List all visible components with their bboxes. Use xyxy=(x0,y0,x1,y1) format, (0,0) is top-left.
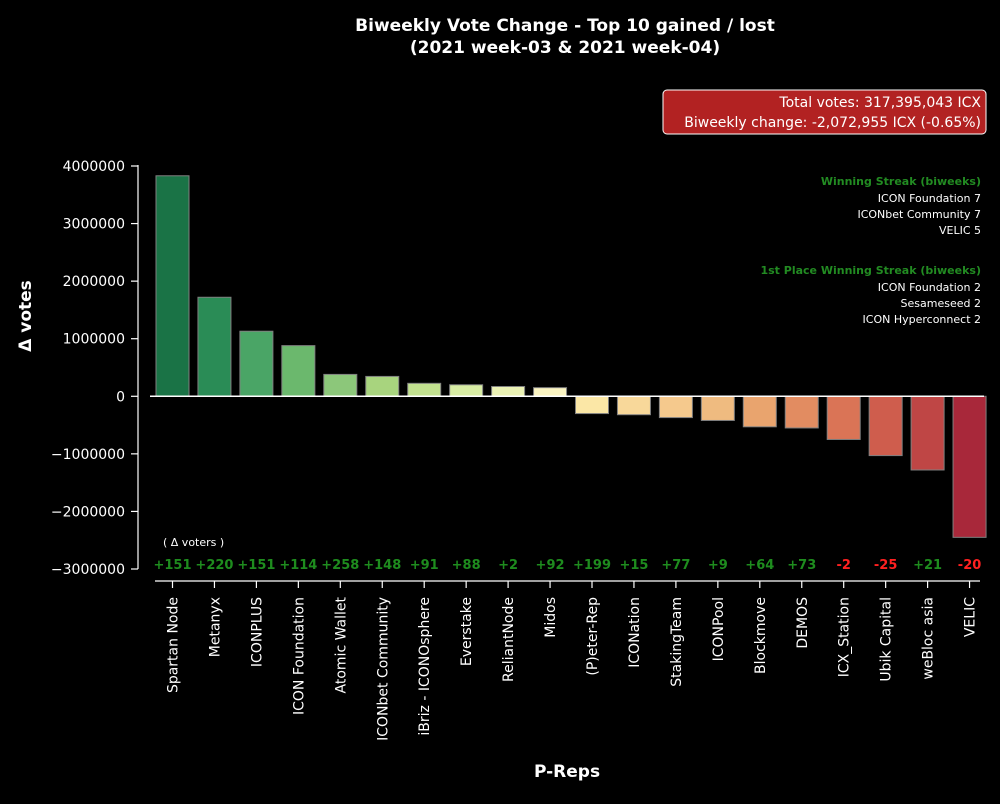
chart-title-line2: (2021 week-03 & 2021 week-04) xyxy=(410,38,720,58)
x-tick-label: Spartan Node xyxy=(166,597,182,693)
bar xyxy=(323,373,358,397)
bar xyxy=(239,330,274,397)
bars xyxy=(155,175,987,538)
bar xyxy=(952,395,987,538)
bar xyxy=(784,395,819,429)
x-tick-label: StakingTeam xyxy=(669,597,685,687)
voter-change-label: +15 xyxy=(619,558,648,573)
winning-streak-entry: ICON Foundation 7 xyxy=(878,192,981,205)
bar xyxy=(868,395,903,457)
voter-change-label: +114 xyxy=(279,558,317,573)
total-votes-box xyxy=(662,89,987,135)
bar xyxy=(407,382,442,397)
bar xyxy=(616,395,651,416)
bar xyxy=(533,387,568,397)
voter-change-label: -20 xyxy=(958,558,982,573)
voter-change-label: +151 xyxy=(153,558,191,573)
x-tick-label: ICONPLUS xyxy=(249,597,265,667)
first-place-streak-entry: ICON Hyperconnect 2 xyxy=(863,313,981,326)
voter-change-label: +148 xyxy=(363,558,401,573)
y-axis-label: Δ votes xyxy=(16,280,36,352)
voter-change-label: +88 xyxy=(452,558,481,573)
winning-streak-entry: VELIC 5 xyxy=(939,224,981,237)
y-tick-label: 4000000 xyxy=(63,159,125,175)
x-tick-label: VELIC xyxy=(963,597,979,637)
voter-change-label: +73 xyxy=(787,558,816,573)
bar xyxy=(700,395,735,421)
x-tick-label: Blockmove xyxy=(753,597,769,674)
y-tick-label: 1000000 xyxy=(63,332,125,348)
x-tick-label: Metanyx xyxy=(207,597,223,657)
voter-change-label: +9 xyxy=(708,558,728,573)
y-tick-label: −2000000 xyxy=(51,504,125,520)
voter-change-label: -2 xyxy=(836,558,850,573)
winning-streak-entry: ICONbet Community 7 xyxy=(857,208,981,221)
x-tick-label: ICONation xyxy=(627,597,643,668)
voter-change-label: +92 xyxy=(536,558,565,573)
voter-change-label: +77 xyxy=(661,558,690,573)
bar xyxy=(197,296,232,397)
voter-change-label: +91 xyxy=(410,558,439,573)
x-tick-label: Ubik Capital xyxy=(879,597,895,682)
y-tick-label: 3000000 xyxy=(63,217,125,233)
voter-change-label: -25 xyxy=(874,558,898,573)
bar xyxy=(658,395,693,419)
bar xyxy=(365,375,400,397)
voters-caption: ( Δ voters ) xyxy=(163,536,224,549)
bar xyxy=(826,395,861,440)
bar xyxy=(491,385,526,397)
total-votes-text: Total votes: 317,395,043 ICX xyxy=(778,95,981,111)
voter-change-label: +220 xyxy=(195,558,233,573)
bar xyxy=(910,395,945,471)
x-tick-label: weBloc asia xyxy=(921,597,937,680)
voter-labels: +151 +220 +151 +114 +258 +148 +91 +88 +2 +92 +199 +… xyxy=(153,558,981,573)
x-tick-label: Everstake xyxy=(459,597,475,666)
y-tick-label: 0 xyxy=(116,389,125,405)
bar xyxy=(449,384,484,397)
voter-change-label: +21 xyxy=(913,558,942,573)
biweekly-change-text: Biweekly change: -2,072,955 ICX (-0.65%) xyxy=(684,115,981,131)
x-tick-label: ICON Foundation xyxy=(291,597,307,715)
y-tick-label: −1000000 xyxy=(51,447,125,463)
winning-streak-title: Winning Streak (biweeks) xyxy=(821,175,981,188)
chart-title-line1: Biweekly Vote Change - Top 10 gained / l… xyxy=(355,16,775,36)
bar xyxy=(742,395,777,428)
voter-change-label: +258 xyxy=(321,558,359,573)
bar xyxy=(281,345,316,397)
x-tick-label: ICONPool xyxy=(711,597,727,661)
y-tick-label: −3000000 xyxy=(51,562,125,578)
x-tick-label: DEMOS xyxy=(795,597,811,649)
x-tick-label: ICX_Station xyxy=(837,597,853,677)
voter-change-label: +199 xyxy=(573,558,611,573)
x-axis-label: P-Reps xyxy=(534,762,600,782)
x-tick-label: Atomic Wallet xyxy=(333,596,349,693)
x-tick-label: iBriz - ICONOsphere xyxy=(417,597,433,736)
voter-change-label: +2 xyxy=(498,558,518,573)
x-tick-label: ICONbet Community xyxy=(375,597,391,741)
y-tick-label: 2000000 xyxy=(63,274,125,290)
first-place-streak-entry: Sesameseed 2 xyxy=(901,297,981,310)
first-place-streak-title: 1st Place Winning Streak (biweeks) xyxy=(760,264,981,277)
bar xyxy=(155,175,190,397)
x-tick-label: (P)eter-Rep xyxy=(585,597,601,676)
voter-change-label: +151 xyxy=(237,558,275,573)
x-tick-label: ReliantNode xyxy=(501,597,517,682)
bar xyxy=(575,395,609,415)
x-tick-label: Midos xyxy=(543,597,559,638)
x-ticks: Spartan Node Metanyx ICONPLUS ICON Foundati… xyxy=(166,581,979,741)
first-place-streak-entry: ICON Foundation 2 xyxy=(878,281,981,294)
y-ticks: 4000000 3000000 2000000 1000000 0 −1000000 −20… xyxy=(51,159,138,578)
voter-change-label: +64 xyxy=(745,558,774,573)
